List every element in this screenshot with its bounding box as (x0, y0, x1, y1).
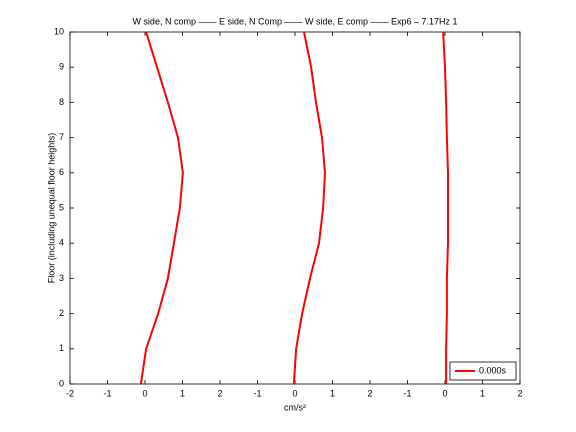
y-axis-label: Floor (including unequal floor heights) (46, 133, 56, 284)
x-tick-label: 2 (217, 388, 222, 398)
y-tick-label: 3 (59, 273, 64, 283)
data-line (139, 31, 184, 385)
x-tick-label: -2 (66, 388, 74, 398)
x-tick-label: 2 (367, 388, 372, 398)
y-tick-label: 6 (59, 167, 64, 177)
legend-label: 0.000s (479, 365, 507, 375)
x-tick-label: 1 (480, 388, 485, 398)
y-tick-label: 4 (59, 238, 64, 248)
x-axis-label: cm/s² (284, 402, 306, 412)
y-tick-label: 8 (59, 97, 64, 107)
x-tick-label: 0 (292, 388, 297, 398)
legend-box (449, 361, 517, 381)
chart-title: W side, N comp —— E side, N Comp —— W si… (132, 16, 457, 26)
x-tick-label: -1 (253, 388, 261, 398)
x-tick-label: 0 (442, 388, 447, 398)
data-line (292, 31, 327, 385)
y-tick-label: 5 (59, 202, 64, 212)
x-tick-label: 2 (517, 388, 522, 398)
x-tick-label: -1 (103, 388, 111, 398)
y-tick-label: 10 (54, 26, 64, 36)
y-tick-label: 7 (59, 132, 64, 142)
y-tick-label: 1 (59, 343, 64, 353)
data-line (442, 31, 449, 384)
y-tick-label: 0 (59, 378, 64, 388)
x-tick-label: 1 (330, 388, 335, 398)
y-tick-label: 2 (59, 308, 64, 318)
x-tick-label: -1 (403, 388, 411, 398)
x-tick-label: 0 (142, 388, 147, 398)
y-tick-label: 9 (59, 62, 64, 72)
x-tick-label: 1 (180, 388, 185, 398)
